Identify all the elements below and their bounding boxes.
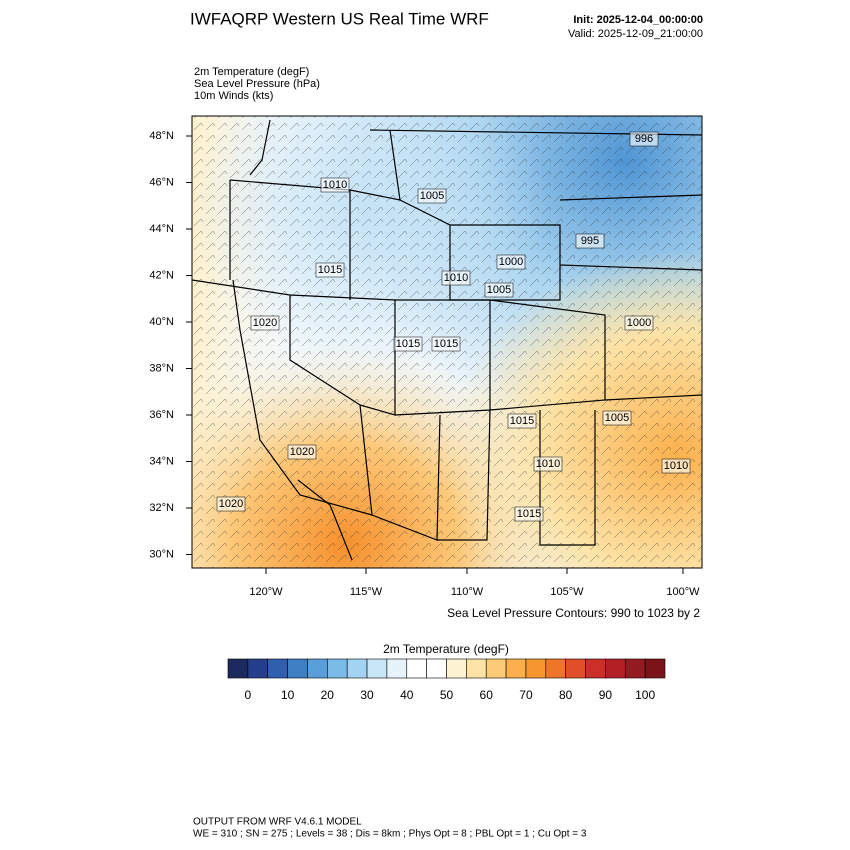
lat-label: 34°N (149, 455, 174, 467)
contour-label-box (602, 410, 632, 426)
colorbar-tick-label: 20 (321, 688, 335, 702)
lat-label: 40°N (149, 316, 174, 328)
map-frame (191, 115, 703, 569)
contour-label: 1015 (434, 338, 458, 350)
contour-label: 1015 (318, 264, 342, 276)
lat-label: 42°N (149, 269, 174, 281)
colorbar-box (505, 658, 527, 679)
contour-label-box (287, 444, 317, 460)
colorbar-box (466, 658, 487, 679)
colorbar-box (605, 658, 626, 679)
contour-label-box (661, 458, 691, 474)
colorbar-tick-label: 60 (480, 688, 494, 702)
lat-label: 48°N (149, 130, 174, 142)
colorbar-box (287, 658, 308, 679)
colorbar-title: 2m Temperature (degF) (383, 642, 509, 656)
contour-label-box (507, 413, 537, 429)
lat-label: 30°N (149, 548, 174, 560)
colorbar-tick-label: 30 (360, 688, 374, 702)
colorbar-box (327, 658, 348, 679)
title: IWFAQRP Western US Real Time WRF (190, 9, 489, 28)
contour-label: 996 (635, 133, 653, 145)
colorbar-tick-label: 40 (400, 688, 414, 702)
valid-time: Valid: 2025-12-09_21:00:00 (568, 28, 703, 40)
colorbar-tick-label: 80 (559, 688, 573, 702)
contour-label: 1020 (290, 446, 314, 458)
colorbar-box (585, 658, 606, 679)
contour-label-box (250, 315, 280, 331)
contour-label: 1015 (510, 415, 534, 427)
contour-label-box (575, 233, 605, 249)
colorbar-box (366, 658, 388, 679)
contour-label-box (417, 188, 447, 204)
colorbar-tick-label: 70 (519, 688, 533, 702)
colorbar-box (386, 658, 408, 679)
colorbar-box (565, 658, 586, 679)
lat-label: 46°N (149, 176, 174, 188)
colorbar-box (525, 658, 547, 679)
colorbar-box (624, 658, 646, 679)
colorbar-box (346, 658, 368, 679)
contour-label: 1010 (444, 272, 468, 284)
colorbar-tick-label: 100 (635, 688, 655, 702)
colorbar-box (644, 658, 666, 679)
contour-label: 995 (581, 235, 599, 247)
colorbar-tick-label: 90 (599, 688, 613, 702)
contour-label: 1010 (664, 460, 688, 472)
contour-label-box (533, 456, 563, 472)
contour-label: 1015 (396, 338, 420, 350)
contour-label-box (320, 177, 350, 193)
colorbar-box (267, 658, 288, 679)
field-label: 2m Temperature (degF) (194, 66, 309, 78)
field-label: 10m Winds (kts) (194, 90, 273, 102)
contour-note: Sea Level Pressure Contours: 990 to 1023… (447, 606, 700, 620)
init-time: Init: 2025-12-04_00:00:00 (573, 14, 703, 26)
colorbar-box (406, 658, 427, 679)
contour-label: 1000 (627, 317, 651, 329)
lon-label: 120°W (249, 586, 283, 598)
contour-label: 1005 (605, 412, 629, 424)
contour-label: 1010 (536, 458, 560, 470)
contour-label: 1020 (253, 317, 277, 329)
lat-label: 44°N (149, 223, 174, 235)
lon-label: 110°W (451, 586, 484, 598)
contour-label-box (484, 282, 514, 298)
contour-label-box (624, 315, 654, 331)
contour-label-box (393, 336, 423, 352)
colorbar-box (426, 658, 447, 679)
colorbar-box (307, 658, 328, 679)
contour-label-box (216, 496, 246, 512)
colorbar-tick-label: 0 (245, 688, 252, 702)
contour-label-box (315, 262, 345, 278)
field-label: Sea Level Pressure (hPa) (194, 78, 320, 90)
contour-label-box (629, 131, 659, 147)
contour-label-box (496, 254, 526, 270)
colorbar-box (227, 658, 249, 679)
contour-label: 1005 (420, 190, 444, 202)
lon-label: 105°W (550, 586, 584, 598)
lon-label: 100°W (666, 586, 700, 598)
lat-label: 38°N (149, 362, 174, 374)
lat-label: 32°N (149, 502, 174, 514)
colorbar-box (485, 658, 507, 679)
footer-line: WE = 310 ; SN = 275 ; Levels = 38 ; Dis … (193, 829, 587, 840)
lon-label: 115°W (350, 586, 383, 598)
colorbar-tick-label: 50 (440, 688, 454, 702)
contour-label-box (514, 506, 544, 522)
colorbar-box (247, 658, 269, 679)
contour-label: 1010 (323, 179, 347, 191)
contour-label: 1005 (487, 284, 511, 296)
colorbar-box (446, 658, 467, 679)
lat-label: 36°N (149, 409, 174, 421)
contour-label: 1020 (219, 498, 243, 510)
contour-label-box (441, 270, 471, 286)
colorbar-tick-label: 10 (281, 688, 295, 702)
contour-label-box (431, 336, 461, 352)
contour-label: 1015 (517, 508, 541, 520)
contour-label: 1000 (499, 256, 523, 268)
footer-line: OUTPUT FROM WRF V4.6.1 MODEL (193, 817, 362, 828)
colorbar-box (545, 658, 566, 679)
